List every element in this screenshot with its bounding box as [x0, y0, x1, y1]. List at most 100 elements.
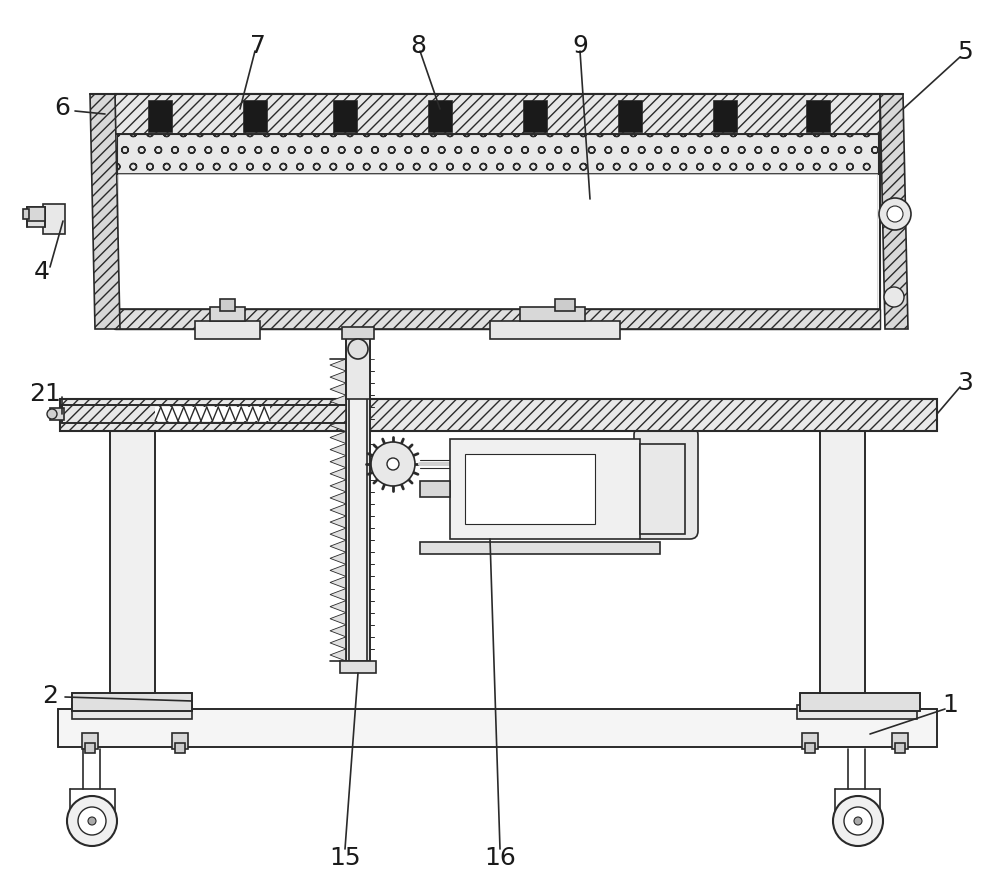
Text: 7: 7: [250, 34, 266, 58]
Polygon shape: [330, 589, 346, 601]
Circle shape: [88, 817, 96, 825]
Bar: [115, 95, 880, 329]
Bar: [420, 543, 660, 554]
Bar: [175, 743, 185, 753]
Circle shape: [854, 817, 862, 825]
Bar: [349, 360, 367, 661]
Bar: [110, 429, 155, 694]
Polygon shape: [330, 396, 346, 408]
Circle shape: [348, 340, 368, 360]
Bar: [555, 299, 575, 312]
Bar: [210, 307, 245, 321]
Text: 6: 6: [54, 96, 70, 120]
Bar: [43, 205, 65, 234]
Polygon shape: [330, 529, 346, 541]
Bar: [72, 694, 192, 711]
Polygon shape: [330, 613, 346, 625]
Polygon shape: [90, 95, 120, 329]
Bar: [118, 175, 877, 310]
Polygon shape: [330, 360, 346, 371]
Bar: [805, 743, 815, 753]
Text: 4: 4: [34, 260, 50, 284]
Text: 16: 16: [484, 845, 516, 869]
Polygon shape: [330, 371, 346, 384]
Circle shape: [884, 288, 904, 307]
Bar: [713, 101, 737, 133]
Polygon shape: [330, 637, 346, 649]
Circle shape: [47, 409, 57, 420]
Bar: [490, 321, 620, 340]
Bar: [85, 743, 95, 753]
Polygon shape: [330, 625, 346, 637]
Bar: [342, 327, 374, 340]
Polygon shape: [330, 601, 346, 613]
Bar: [806, 101, 830, 133]
Bar: [465, 455, 595, 524]
Text: 1: 1: [942, 692, 958, 716]
Text: 15: 15: [329, 845, 361, 869]
Circle shape: [67, 796, 117, 846]
Bar: [50, 408, 64, 421]
Bar: [802, 733, 818, 749]
Bar: [892, 733, 908, 749]
Circle shape: [879, 198, 911, 231]
Bar: [820, 429, 865, 694]
Text: 5: 5: [957, 40, 973, 64]
Text: 3: 3: [957, 371, 973, 394]
Bar: [60, 399, 937, 431]
Bar: [352, 349, 364, 363]
Circle shape: [387, 458, 399, 471]
Circle shape: [887, 206, 903, 223]
Bar: [115, 310, 880, 329]
Bar: [115, 95, 880, 135]
Bar: [640, 444, 685, 535]
Polygon shape: [330, 408, 346, 420]
Polygon shape: [330, 468, 346, 480]
Bar: [800, 694, 920, 711]
Bar: [148, 101, 172, 133]
Bar: [243, 101, 267, 133]
Bar: [62, 406, 346, 423]
Bar: [895, 743, 905, 753]
Bar: [27, 208, 45, 222]
Bar: [346, 329, 370, 399]
Bar: [117, 135, 878, 175]
Bar: [450, 440, 640, 539]
Circle shape: [78, 807, 106, 835]
Polygon shape: [330, 493, 346, 504]
Polygon shape: [330, 420, 346, 432]
Bar: [523, 101, 547, 133]
Circle shape: [833, 796, 883, 846]
Bar: [520, 307, 585, 321]
Bar: [362, 360, 370, 661]
Polygon shape: [330, 552, 346, 565]
Polygon shape: [330, 432, 346, 444]
Bar: [27, 208, 45, 227]
Bar: [58, 709, 937, 747]
Polygon shape: [330, 577, 346, 589]
Bar: [340, 661, 376, 673]
Bar: [420, 481, 450, 498]
Polygon shape: [330, 480, 346, 493]
Polygon shape: [330, 516, 346, 529]
Bar: [155, 407, 270, 421]
Polygon shape: [330, 444, 346, 456]
Polygon shape: [330, 565, 346, 577]
Bar: [220, 299, 235, 312]
Bar: [195, 321, 260, 340]
Bar: [23, 210, 29, 220]
Polygon shape: [330, 384, 346, 396]
Bar: [72, 705, 192, 719]
Text: 9: 9: [572, 34, 588, 58]
Polygon shape: [330, 649, 346, 661]
Polygon shape: [880, 95, 908, 329]
Bar: [618, 101, 642, 133]
Bar: [797, 705, 917, 719]
Bar: [428, 101, 452, 133]
Text: 21: 21: [29, 382, 61, 406]
FancyBboxPatch shape: [634, 428, 698, 539]
Bar: [82, 733, 98, 749]
Bar: [333, 101, 357, 133]
Text: 2: 2: [42, 683, 58, 707]
Bar: [346, 360, 354, 661]
